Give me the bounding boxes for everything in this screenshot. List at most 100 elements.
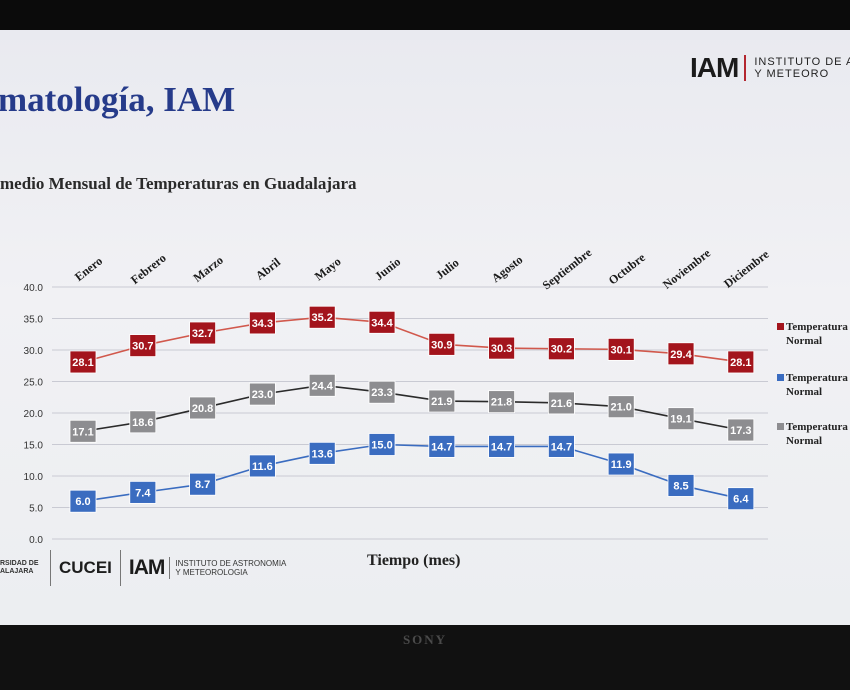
y-tick-label: 0.0 bbox=[29, 535, 43, 546]
data-label: 14.7 bbox=[431, 441, 452, 453]
data-label: 20.8 bbox=[192, 403, 213, 415]
data-point-marker bbox=[368, 380, 396, 404]
y-tick-label: 40.0 bbox=[24, 283, 44, 294]
footer-iam-text: INSTITUTO DE ASTRONOMIA Y METEOROLOGIA bbox=[175, 559, 286, 577]
data-point-marker bbox=[189, 321, 217, 345]
data-point-marker bbox=[368, 433, 396, 456]
x-tick-label: Noviembre bbox=[660, 246, 714, 292]
data-point-marker bbox=[727, 487, 755, 511]
data-label: 34.4 bbox=[371, 317, 393, 329]
presentation-slide: matología, IAM medio Mensual de Temperat… bbox=[0, 30, 850, 625]
data-point-marker bbox=[548, 391, 575, 415]
data-label: 28.1 bbox=[730, 357, 751, 369]
legend-swatch bbox=[777, 374, 784, 381]
data-point-marker bbox=[667, 407, 695, 431]
iam-logo-acronym: IAM bbox=[690, 52, 739, 83]
data-label: 14.7 bbox=[491, 441, 512, 453]
x-axis-title: Tiempo (mes) bbox=[367, 552, 461, 569]
data-label: 21.9 bbox=[431, 396, 452, 408]
legend-swatch bbox=[777, 423, 784, 430]
data-label: 6.0 bbox=[75, 496, 90, 508]
data-label: 34.3 bbox=[252, 318, 273, 330]
data-point-marker bbox=[248, 454, 276, 478]
data-label: 7.4 bbox=[135, 487, 151, 499]
data-point-marker bbox=[488, 434, 516, 458]
data-label: 28.1 bbox=[72, 357, 93, 369]
series-line bbox=[82, 443, 741, 502]
y-tick-label: 10.0 bbox=[24, 472, 44, 483]
data-label: 24.4 bbox=[311, 380, 333, 392]
data-point-marker bbox=[607, 395, 635, 419]
udg-line2: ALAJARA bbox=[0, 568, 34, 575]
data-label: 18.6 bbox=[132, 417, 153, 429]
y-tick-label: 25.0 bbox=[24, 378, 44, 389]
logo-divider bbox=[744, 55, 747, 81]
x-tick-label: Junio bbox=[372, 255, 403, 284]
data-label: 30.1 bbox=[610, 344, 631, 356]
footer-logos: RSIDAD DE ALAJARA CUCEI IAM INSTITUTO DE… bbox=[0, 550, 286, 586]
y-tick-label: 5.0 bbox=[29, 504, 43, 515]
iam-logo: IAM INSTITUTO DE ASTR Y METEORO bbox=[690, 52, 850, 84]
footer-iam-acronym: IAM bbox=[128, 556, 165, 579]
data-point-marker bbox=[548, 337, 575, 361]
chart-subtitle: medio Mensual de Temperaturas en Guadala… bbox=[0, 174, 357, 193]
udg-line1: RSIDAD DE bbox=[0, 560, 39, 567]
data-point-marker bbox=[129, 410, 157, 434]
x-tick-label: Marzo bbox=[190, 253, 225, 285]
legend-label: Temperatura bbox=[786, 372, 848, 384]
data-label: 23.0 bbox=[252, 389, 273, 401]
data-point-marker bbox=[308, 441, 336, 465]
data-label: 13.6 bbox=[311, 448, 332, 460]
data-point-marker bbox=[308, 373, 336, 397]
data-label: 35.2 bbox=[311, 312, 332, 324]
iam-logo-line2: Y METEORO bbox=[754, 68, 830, 80]
iam-logo-line1: INSTITUTO DE ASTR bbox=[754, 56, 850, 68]
monitor-brand: SONY bbox=[402, 632, 448, 647]
data-label: 29.4 bbox=[670, 349, 692, 361]
data-point-marker bbox=[69, 350, 97, 374]
legend-label: Normal bbox=[786, 435, 822, 447]
data-label: 11.9 bbox=[611, 459, 632, 471]
udg-logo-text: RSIDAD DE ALAJARA bbox=[0, 560, 42, 576]
legend-label: Normal bbox=[786, 386, 822, 398]
series-line bbox=[82, 316, 741, 363]
data-label: 17.3 bbox=[730, 425, 751, 437]
y-tick-label: 15.0 bbox=[24, 441, 44, 452]
y-tick-label: 20.0 bbox=[24, 409, 44, 420]
data-point-marker bbox=[129, 334, 157, 357]
x-tick-label: Abril bbox=[253, 255, 284, 283]
legend-swatch bbox=[777, 323, 784, 330]
x-tick-label: Septiembre bbox=[540, 245, 595, 292]
data-point-marker bbox=[607, 337, 635, 361]
x-tick-label: Agosto bbox=[489, 252, 525, 285]
data-point-marker bbox=[69, 489, 97, 513]
data-point-marker bbox=[488, 336, 516, 360]
data-point-marker bbox=[607, 452, 635, 476]
data-label: 17.1 bbox=[72, 426, 93, 438]
data-point-marker bbox=[667, 474, 695, 497]
data-point-marker bbox=[129, 480, 157, 504]
cucei-logo: CUCEI bbox=[59, 558, 112, 577]
data-point-marker bbox=[727, 350, 755, 374]
x-tick-label: Julio bbox=[433, 256, 462, 283]
legend-label: Temperatura bbox=[786, 421, 848, 433]
legend-label: Temperatura bbox=[786, 321, 848, 333]
slide-title: matología, IAM bbox=[0, 80, 236, 119]
footer-divider bbox=[50, 550, 51, 586]
x-tick-label: Febrero bbox=[128, 251, 169, 287]
data-point-marker bbox=[189, 472, 217, 496]
data-label: 30.2 bbox=[551, 344, 572, 356]
data-label: 8.5 bbox=[673, 480, 688, 492]
y-tick-label: 35.0 bbox=[24, 315, 44, 326]
footer-iam-divider bbox=[169, 557, 171, 579]
data-label: 21.8 bbox=[491, 397, 512, 409]
data-label: 32.7 bbox=[192, 328, 213, 340]
data-label: 30.3 bbox=[491, 343, 512, 355]
footer-divider bbox=[119, 550, 121, 586]
data-label: 23.3 bbox=[371, 387, 392, 399]
data-point-marker bbox=[428, 389, 456, 413]
legend-label: Normal bbox=[786, 335, 822, 347]
data-point-marker bbox=[667, 342, 695, 366]
data-label: 30.7 bbox=[132, 341, 153, 353]
x-tick-label: Mayo bbox=[312, 254, 344, 283]
